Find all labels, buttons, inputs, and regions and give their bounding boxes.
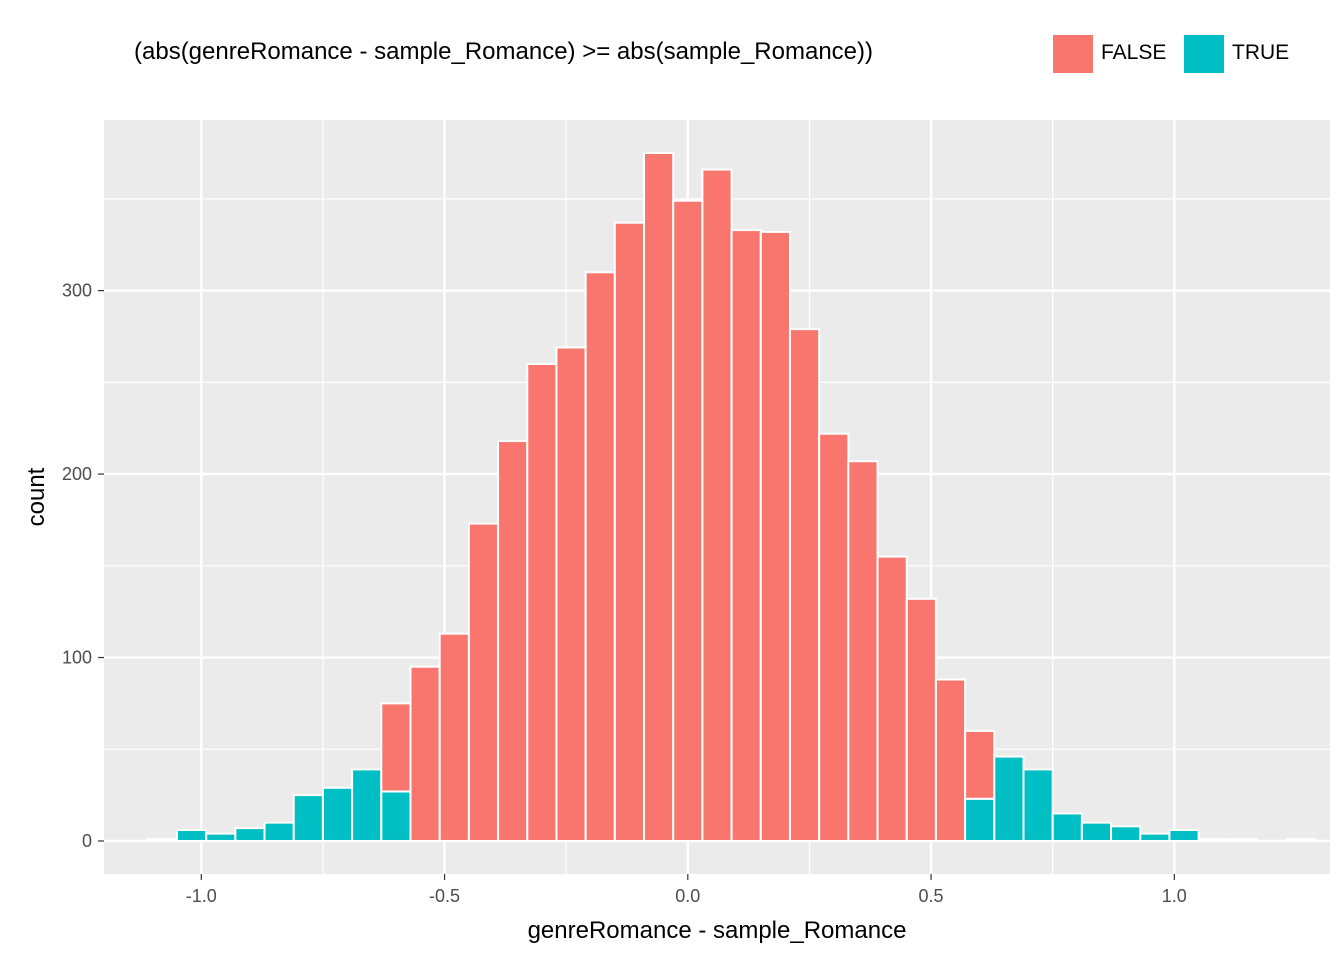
- bar-false: [788, 328, 821, 842]
- bar-true: [1168, 828, 1200, 842]
- x-tick-label: 0.0: [675, 886, 700, 906]
- bar-false: [526, 362, 558, 842]
- legend-key-false: [1053, 35, 1093, 73]
- bar-false: [905, 597, 937, 842]
- x-tick-label: -1.0: [186, 886, 217, 906]
- bars: [146, 152, 1317, 842]
- x-tick-label: -0.5: [429, 886, 460, 906]
- x-tick-label: 0.5: [919, 886, 944, 906]
- bar-false: [584, 271, 616, 842]
- bar-false: [613, 221, 646, 842]
- bar-false: [964, 729, 996, 800]
- legend-label-false: FALSE: [1101, 41, 1167, 64]
- y-tick-label: 100: [62, 648, 92, 668]
- bar-true: [234, 827, 266, 842]
- bar-true: [993, 755, 1025, 842]
- bar-true: [1285, 838, 1317, 842]
- bar-true: [1110, 825, 1142, 842]
- bar-true: [1139, 832, 1171, 842]
- bar-false: [555, 346, 587, 842]
- bar-false: [467, 522, 500, 842]
- bar-false: [759, 230, 791, 842]
- bar-false: [672, 199, 704, 842]
- bar-true: [1080, 821, 1113, 842]
- bar-true: [964, 797, 996, 842]
- legend-key-true: [1184, 35, 1224, 73]
- bar-true: [1226, 838, 1259, 842]
- bar-false: [380, 702, 412, 793]
- bar-false: [818, 432, 850, 842]
- y-axis-ticks: 0 100 200 300: [62, 281, 104, 851]
- bar-true: [321, 786, 354, 842]
- y-tick-label: 0: [82, 831, 92, 851]
- y-tick-label: 200: [62, 464, 92, 484]
- bar-false: [497, 440, 529, 842]
- x-tick-label: 1.0: [1162, 886, 1187, 906]
- y-tick-label: 300: [62, 281, 92, 301]
- bar-false: [409, 665, 441, 842]
- bar-true: [1051, 812, 1083, 842]
- bar-false: [701, 168, 733, 842]
- bar-false: [934, 678, 967, 842]
- y-axis-title: count: [23, 467, 50, 526]
- bar-true: [351, 768, 383, 842]
- bar-true: [1022, 768, 1054, 842]
- legend: (abs(genreRomance - sample_Romance) >= a…: [0, 32, 1344, 74]
- bar-true: [205, 832, 237, 842]
- legend-title: (abs(genreRomance - sample_Romance) >= a…: [134, 38, 873, 65]
- bar-false: [847, 460, 879, 842]
- legend-label-true: TRUE: [1232, 41, 1290, 64]
- bar-true: [263, 821, 295, 842]
- bar-false: [643, 152, 675, 842]
- bar-true: [146, 838, 178, 842]
- bar-true: [1197, 838, 1229, 842]
- bar-true: [175, 828, 208, 842]
- bar-false: [876, 555, 908, 842]
- bar-true: [292, 794, 324, 842]
- bar-false: [730, 229, 762, 842]
- bar-false: [438, 632, 470, 842]
- x-axis-ticks: -1.0 -0.5 0.0 0.5 1.0: [186, 874, 1187, 906]
- bar-true: [380, 790, 412, 842]
- x-axis-title: genreRomance - sample_Romance: [528, 917, 907, 944]
